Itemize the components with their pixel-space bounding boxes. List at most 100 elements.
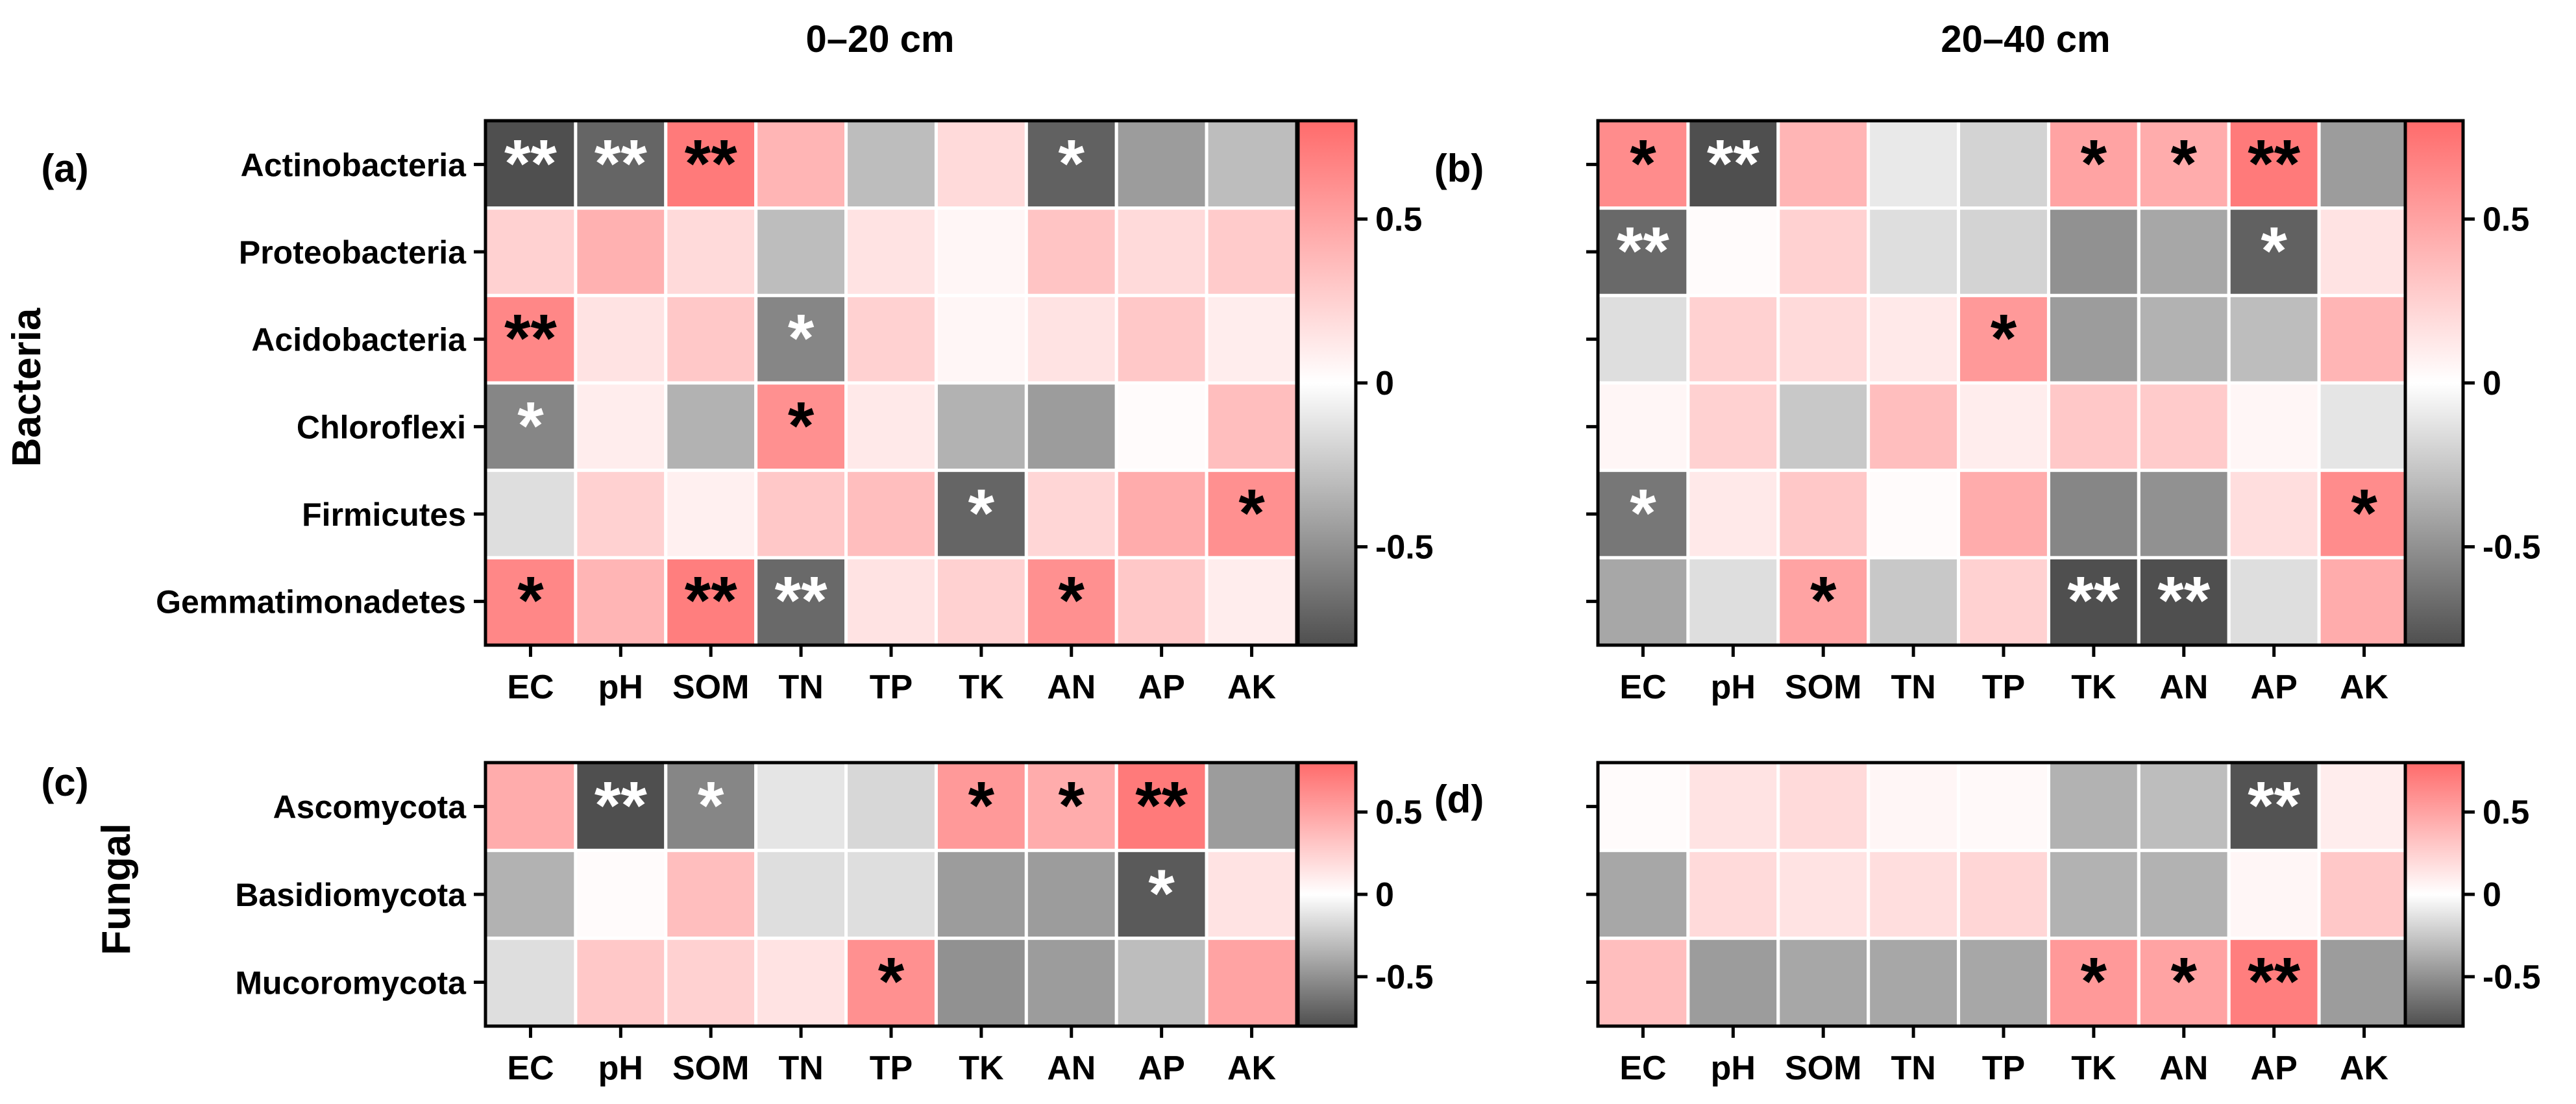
significance-mark: *	[1059, 563, 1085, 639]
column-label-tp: TP	[1982, 669, 2025, 706]
colorbar-tick-label: 0	[1375, 876, 1394, 914]
heatmap-cell	[1686, 848, 1780, 940]
heatmap-cell	[1867, 761, 1961, 852]
significance-mark: **	[685, 126, 737, 201]
heatmap-cell	[1596, 381, 1690, 472]
heatmap-cell	[2317, 206, 2411, 297]
heatmap-cell	[1024, 556, 1118, 647]
heatmap-cell	[2137, 848, 2231, 940]
row-label-gemmatimonadetes: Gemmatimonadetes	[156, 584, 466, 620]
heatmap-cell	[484, 206, 578, 297]
heatmap-cell	[574, 556, 668, 647]
significance-mark: *	[2171, 126, 2198, 201]
significance-mark: *	[1991, 301, 2017, 376]
row-label-mucoromycota: Mucoromycota	[235, 964, 467, 1001]
heatmap-cell	[1596, 937, 1690, 1028]
significance-mark: *	[1810, 563, 1837, 639]
significance-mark: **	[595, 126, 647, 201]
heatmap-cell	[1776, 761, 1871, 852]
column-label-tn: TN	[778, 669, 823, 706]
heatmap-cell	[2317, 381, 2411, 472]
heatmap-cell	[1024, 206, 1118, 297]
heatmap-cell	[2046, 937, 2141, 1028]
heatmap-cell	[934, 206, 1028, 297]
colorbar-tick-label: -0.5	[1375, 529, 1434, 567]
significance-mark: **	[2248, 768, 2300, 844]
heatmap-cell	[1957, 556, 2050, 647]
significance-mark: **	[1707, 126, 1760, 201]
heatmap-cell	[2317, 119, 2411, 210]
row-label-actinobacteria: Actinobacteria	[241, 147, 467, 183]
heatmap-panel-b: (b) * ** * * **** *** ** ** **EC pH SOM TN TP TK AN AP AK…	[1434, 119, 2541, 706]
heatmap-cell	[1686, 206, 1780, 297]
heatmap-cell	[1776, 937, 1871, 1028]
colorbar-tick-label: -0.5	[1375, 959, 1434, 996]
heatmap-cell	[1776, 119, 1871, 210]
heatmap-cell	[1205, 206, 1299, 297]
significance-mark: **	[685, 563, 737, 639]
column-label-ec: EC	[1619, 1049, 1666, 1087]
column-label-ap: AP	[1138, 1049, 1185, 1087]
heatmap-cell	[664, 381, 758, 472]
heatmap-cell	[1205, 119, 1299, 210]
heatmap-cell	[2317, 848, 2411, 940]
heatmap-cell	[664, 556, 758, 647]
heatmap-cell	[844, 119, 938, 210]
heatmap-cell	[1686, 293, 1780, 385]
column-label-ap: AP	[1138, 669, 1185, 706]
heatmap-cell	[1205, 381, 1299, 472]
row-label-acidobacteria: Acidobacteria	[251, 322, 467, 358]
heatmap-cell	[1596, 293, 1690, 385]
significance-mark: *	[2081, 126, 2107, 201]
significance-mark: *	[1630, 476, 1656, 551]
column-label-som: SOM	[672, 1049, 749, 1087]
colorbar-tick-label: -0.5	[2483, 959, 2541, 996]
heatmap-cell	[2317, 293, 2411, 385]
panel-label: (a)	[41, 147, 88, 190]
heatmap-cell	[664, 469, 758, 559]
heatmap-cell	[1776, 293, 1871, 385]
column-label-ak: AK	[1227, 669, 1277, 706]
heatmap-cell	[844, 556, 938, 647]
heatmap-cell	[2317, 761, 2411, 852]
heatmap-cell	[1867, 556, 1961, 647]
heatmap-cell	[1957, 469, 2050, 559]
heatmap-cell	[1867, 119, 1961, 210]
column-label-ph: pH	[598, 1049, 643, 1087]
significance-mark: **	[1135, 768, 1188, 844]
heatmap-cell	[574, 848, 668, 940]
heatmap-cell	[2227, 293, 2321, 385]
column-label-ak: AK	[2340, 1049, 2389, 1087]
heatmap-cell	[844, 761, 938, 852]
heatmap-cell	[1596, 848, 1690, 940]
column-label-tn: TN	[778, 1049, 823, 1087]
heatmap-cell	[1867, 206, 1961, 297]
column-label-tk: TK	[2071, 669, 2116, 706]
heatmap-cell	[1205, 761, 1299, 852]
group-label-fungal: Fungal	[94, 823, 139, 955]
heatmap-cell	[2227, 848, 2321, 940]
heatmap-cell	[2046, 206, 2141, 297]
group-label-bacteria: Bacteria	[5, 308, 49, 467]
heatmap-cell	[1686, 469, 1780, 559]
colorbar	[1296, 119, 1358, 647]
column-label-ap: AP	[2251, 669, 2298, 706]
panel-label: (d)	[1434, 778, 1484, 821]
significance-mark: *	[1059, 768, 1085, 844]
heatmap-cell	[1024, 848, 1118, 940]
column-title-20-40: 20–40 cm	[1941, 18, 2110, 60]
heatmap-cell	[2227, 119, 2321, 210]
heatmap-cell	[1024, 381, 1118, 472]
heatmap-cell	[574, 937, 668, 1028]
heatmap-cell	[844, 206, 938, 297]
panel-label: (c)	[41, 761, 88, 804]
heatmap-cell	[934, 556, 1028, 647]
column-label-ph: pH	[598, 669, 643, 706]
heatmap-cell	[934, 381, 1028, 472]
colorbar-tick-label: 0	[2483, 365, 2501, 402]
heatmap-cell	[574, 381, 668, 472]
row-label-proteobacteria: Proteobacteria	[239, 234, 467, 271]
heatmap-cell	[2137, 761, 2231, 852]
heatmap-cell	[844, 293, 938, 385]
heatmap-cell	[1957, 206, 2050, 297]
